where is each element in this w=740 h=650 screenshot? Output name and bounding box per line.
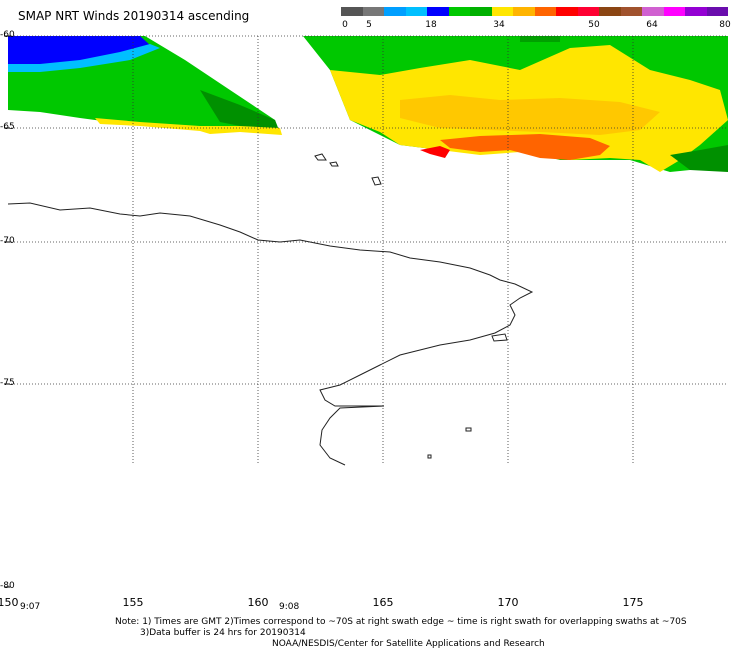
legend-label: 64 <box>646 20 658 30</box>
lat-label: -80 <box>0 581 15 591</box>
graticule <box>8 35 728 465</box>
swath-time: 9:08 <box>279 602 300 612</box>
lon-label: 150 <box>0 596 19 609</box>
lat-label: -60 <box>0 30 15 40</box>
legend-swatch <box>448 7 470 16</box>
legend-swatch <box>427 7 449 16</box>
legend-swatch <box>384 7 406 16</box>
coastline <box>7 153 534 466</box>
lat-label: -65 <box>0 122 15 132</box>
swath-right-orange-red <box>440 134 610 160</box>
legend-swatch <box>534 7 556 16</box>
legend-swatch <box>470 7 492 16</box>
legend-swatch <box>642 7 664 16</box>
lat-label: -75 <box>0 378 15 388</box>
legend-swatch <box>341 7 363 16</box>
lon-label: 170 <box>497 596 519 609</box>
legend-label: 18 <box>425 20 437 30</box>
swath-left-blue <box>8 36 150 66</box>
legend-label: 5 <box>366 20 372 30</box>
axis-ticks <box>4 35 10 588</box>
legend-swatch <box>599 7 621 16</box>
lon-label: 175 <box>622 596 644 609</box>
legend-label: 0 <box>342 20 348 30</box>
swath-left-darkgreen <box>200 90 280 133</box>
swath-right-darkgreen-top <box>520 36 560 42</box>
legend-swatch <box>663 7 685 16</box>
legend-swatch <box>513 7 535 16</box>
swath-left-cyan <box>8 44 160 72</box>
lon-label: 160 <box>247 596 269 609</box>
swath-left-yellow <box>95 118 282 135</box>
credit-line: NOAA/NESDIS/Center for Satellite Applica… <box>272 639 545 649</box>
swath-right-red <box>420 146 450 158</box>
legend-swatch <box>362 7 384 16</box>
legend-label: 80 <box>719 20 731 30</box>
legend-swatch <box>491 7 513 16</box>
legend-label: 34 <box>493 20 505 30</box>
swath-right-darkgreen <box>670 145 728 172</box>
legend-label: 50 <box>588 20 600 30</box>
legend-swatch <box>577 7 599 16</box>
legend-swatch <box>556 7 578 16</box>
legend-swatch <box>706 7 728 16</box>
note-line-2: 3)Data buffer is 24 hrs for 20190314 <box>140 628 306 638</box>
note-line-1: Note: 1) Times are GMT 2)Times correspon… <box>115 617 687 627</box>
map-title: SMAP NRT Winds 20190314 ascending <box>18 9 250 23</box>
lon-label: 165 <box>372 596 394 609</box>
swath-time: 9:07 <box>20 602 41 612</box>
wind-speed-color-legend <box>341 7 728 16</box>
lon-label: 155 <box>122 596 144 609</box>
legend-swatch <box>405 7 427 16</box>
legend-swatch <box>620 7 642 16</box>
legend-labels: 0 5 18 34 50 64 80 <box>341 20 731 32</box>
swath-right-orange <box>400 95 660 135</box>
legend-swatch <box>685 7 707 16</box>
lat-label: -70 <box>0 236 15 246</box>
